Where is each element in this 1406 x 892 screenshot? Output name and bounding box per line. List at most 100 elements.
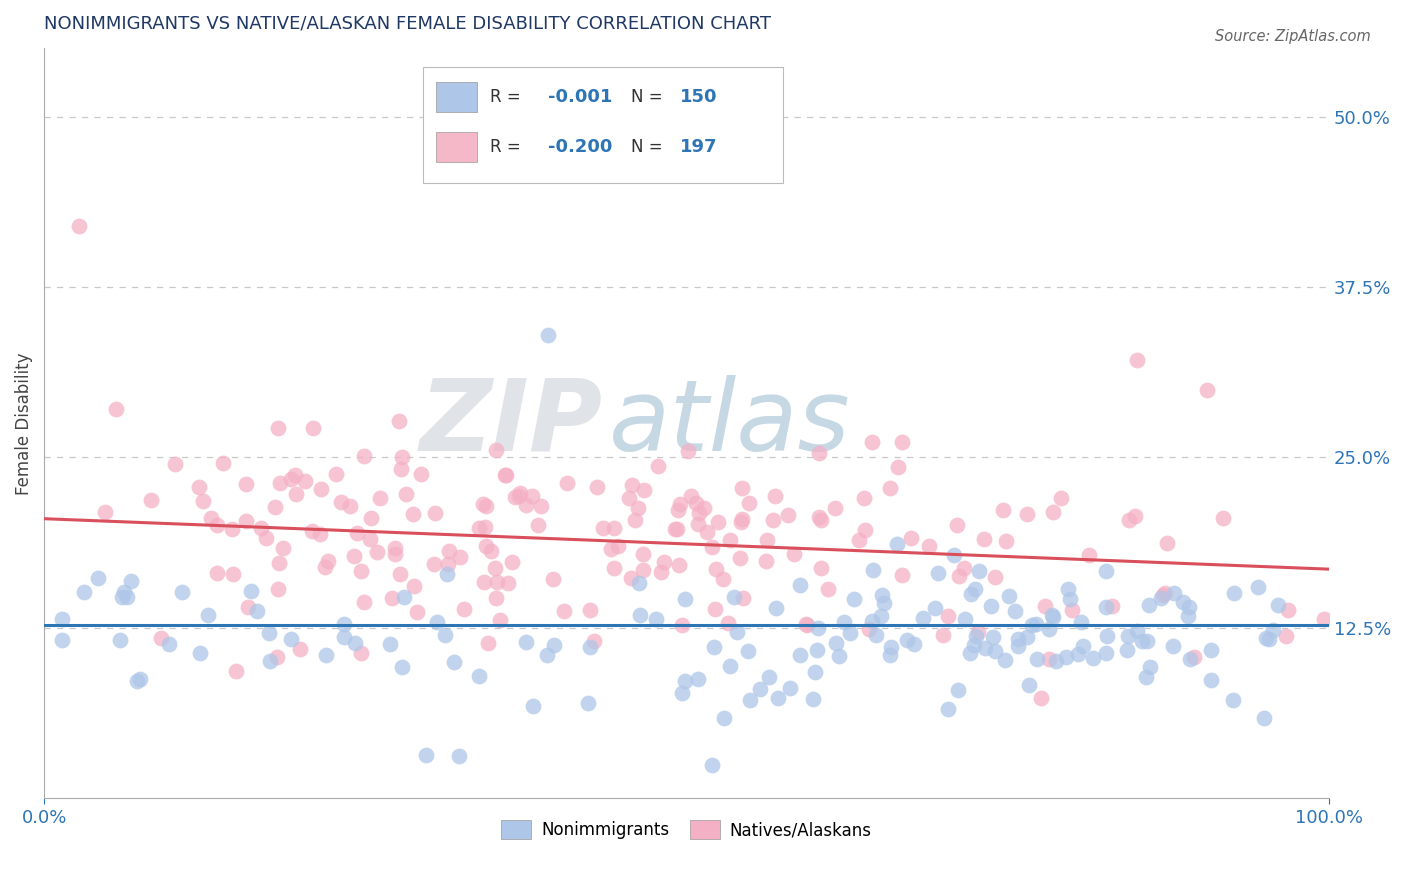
Point — [1132, 633, 1154, 648]
Point — [1199, 673, 1222, 687]
Point — [762, 513, 785, 527]
Point — [1182, 650, 1205, 665]
Point — [1042, 610, 1064, 624]
Point — [994, 653, 1017, 667]
Point — [685, 496, 707, 510]
Point — [679, 489, 702, 503]
Point — [1071, 640, 1094, 654]
Point — [125, 673, 148, 688]
Point — [1222, 692, 1244, 706]
Point — [388, 414, 411, 428]
Point — [756, 533, 779, 548]
Point — [807, 446, 830, 460]
Point — [665, 522, 688, 536]
Point — [668, 558, 690, 573]
Point — [1018, 678, 1040, 692]
Point — [515, 498, 537, 512]
Point — [731, 481, 754, 495]
Point — [783, 547, 806, 561]
Point — [848, 533, 870, 547]
Point — [426, 615, 449, 630]
Point — [339, 499, 361, 513]
Point — [1171, 595, 1194, 609]
Point — [713, 711, 735, 725]
Point — [984, 570, 1007, 584]
Point — [389, 462, 412, 476]
Point — [1163, 586, 1185, 600]
Point — [259, 654, 281, 668]
Point — [108, 632, 131, 647]
Point — [927, 566, 949, 580]
Point — [965, 582, 987, 596]
Point — [718, 659, 741, 673]
Point — [314, 560, 336, 574]
Point — [250, 521, 273, 535]
Point — [1021, 618, 1043, 632]
Legend: Nonimmigrants, Natives/Alaskans: Nonimmigrants, Natives/Alaskans — [495, 814, 879, 846]
Point — [280, 472, 302, 486]
Point — [702, 640, 724, 654]
Text: N =: N = — [631, 138, 668, 156]
Point — [948, 569, 970, 583]
Point — [702, 540, 724, 554]
Point — [471, 497, 494, 511]
Point — [193, 493, 215, 508]
Point — [965, 629, 987, 643]
Point — [879, 481, 901, 495]
Point — [333, 617, 356, 632]
Point — [150, 631, 173, 645]
Point — [423, 557, 446, 571]
Point — [302, 421, 325, 435]
Point — [447, 748, 470, 763]
Point — [188, 646, 211, 660]
Point — [530, 499, 553, 513]
Point — [553, 604, 575, 618]
Point — [692, 500, 714, 515]
Point — [343, 549, 366, 564]
Point — [808, 510, 831, 524]
Point — [963, 638, 986, 652]
Point — [628, 608, 651, 623]
Point — [267, 556, 290, 570]
Point — [501, 555, 523, 569]
Point — [603, 521, 626, 535]
Point — [395, 487, 418, 501]
Point — [330, 494, 353, 508]
Point — [1042, 505, 1064, 519]
Point — [221, 567, 243, 582]
Point — [366, 545, 388, 559]
Point — [983, 631, 1005, 645]
Point — [860, 614, 883, 628]
Point — [205, 566, 228, 580]
Point — [671, 685, 693, 699]
Point — [172, 585, 194, 599]
Point — [1025, 651, 1047, 665]
Point — [1007, 639, 1029, 653]
Point — [807, 621, 830, 635]
Point — [627, 575, 650, 590]
Point — [246, 604, 269, 618]
Point — [1059, 592, 1081, 607]
Point — [738, 693, 761, 707]
Point — [384, 547, 406, 561]
Point — [495, 467, 517, 482]
Point — [1137, 598, 1160, 612]
Point — [779, 681, 801, 695]
Point — [903, 637, 925, 651]
Point — [508, 489, 530, 503]
Point — [266, 649, 288, 664]
Point — [664, 522, 686, 536]
Point — [942, 549, 965, 563]
Point — [832, 615, 855, 629]
Point — [1067, 647, 1090, 661]
Point — [824, 636, 846, 650]
Point — [592, 521, 614, 535]
Point — [415, 747, 437, 762]
Point — [271, 541, 294, 555]
Point — [391, 450, 413, 464]
Point — [633, 563, 655, 577]
Point — [384, 541, 406, 555]
Point — [1015, 508, 1038, 522]
Point — [917, 539, 939, 553]
Point — [391, 660, 413, 674]
